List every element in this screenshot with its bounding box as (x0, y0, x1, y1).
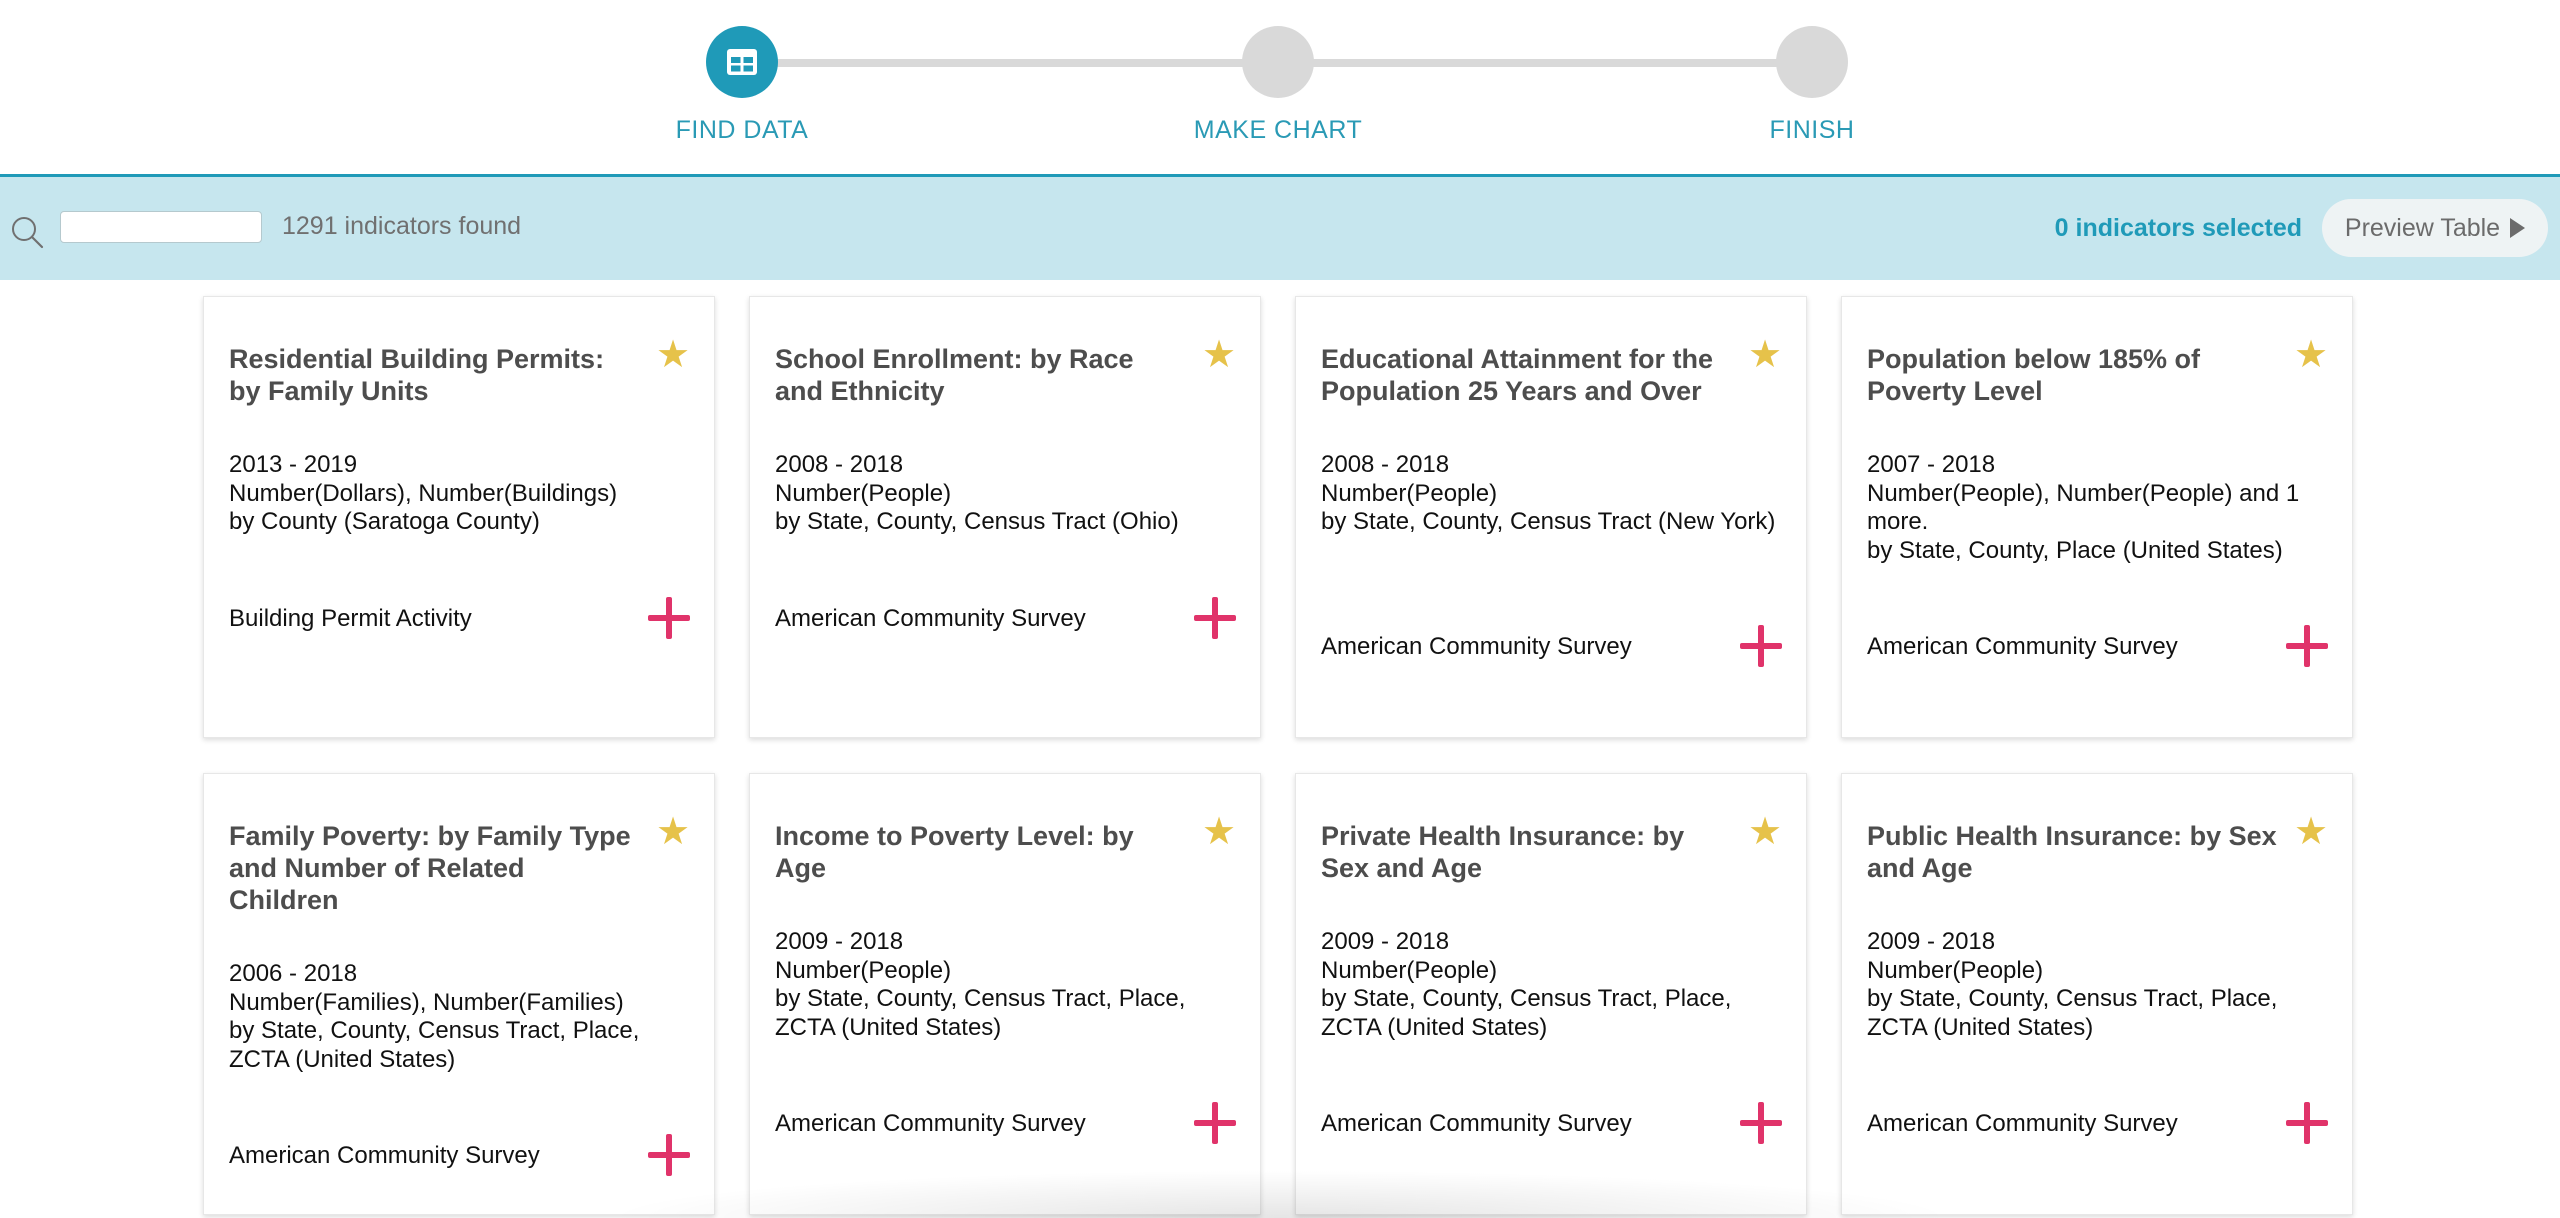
card-title: Family Poverty: by Family Type and Numbe… (229, 821, 631, 915)
indicator-card[interactable]: School Enrollment: by Race and Ethnicity… (749, 296, 1261, 738)
card-source: American Community Survey (775, 1110, 1086, 1137)
step-circle-make-chart (1242, 26, 1314, 98)
step-circle-finish (1776, 26, 1848, 98)
card-years: 2008 - 2018 (1321, 451, 1450, 478)
add-icon[interactable] (2286, 625, 2328, 667)
step-finish[interactable]: FINISH (1682, 26, 1942, 145)
search-input[interactable] (60, 211, 262, 243)
add-icon[interactable] (1194, 597, 1236, 639)
card-units: Number(People) (775, 479, 952, 507)
card-meta: 2009 - 2018 Number(People) by State, Cou… (1867, 928, 2337, 1042)
indicator-count: 1291 indicators found (282, 212, 522, 240)
card-source: American Community Survey (1867, 633, 2178, 660)
card-units: Number(People) (1321, 956, 1498, 984)
card-units: Number(Dollars), Number(Buildings) (229, 479, 618, 507)
step-find-data[interactable]: FIND DATA (612, 26, 872, 145)
card-geography: by State, County, Census Tract, Place, Z… (1321, 985, 1732, 1041)
add-icon[interactable] (1194, 1102, 1236, 1144)
play-icon (2510, 218, 2526, 238)
star-icon[interactable]: ★ (656, 334, 691, 376)
search-icon[interactable] (10, 215, 44, 249)
card-title: Income to Poverty Level: by Age (775, 821, 1134, 883)
card-years: 2009 - 2018 (1321, 928, 1450, 955)
progress-stepper: FIND DATA MAKE CHART FINISH (0, 0, 2560, 174)
card-years: 2013 - 2019 (229, 451, 358, 478)
star-icon[interactable]: ★ (2294, 334, 2329, 376)
card-source: American Community Survey (1321, 1110, 1632, 1137)
selected-count: 0 indicators selected (2054, 214, 2302, 242)
card-units: Number(Families), Number(Families) (229, 988, 624, 1016)
card-source: American Community Survey (775, 605, 1086, 632)
search-toolbar: 1291 indicators found 0 indicators selec… (0, 177, 2560, 280)
card-meta: 2009 - 2018 Number(People) by State, Cou… (775, 928, 1245, 1042)
card-meta: 2009 - 2018 Number(People) by State, Cou… (1321, 928, 1791, 1042)
card-years: 2008 - 2018 (775, 451, 904, 478)
indicator-card[interactable]: Private Health Insurance: by Sex and Age… (1295, 773, 1807, 1215)
card-meta: 2008 - 2018 Number(People) by State, Cou… (775, 451, 1245, 537)
card-title: Private Health Insurance: by Sex and Age (1321, 821, 1685, 883)
star-icon[interactable]: ★ (1748, 811, 1783, 853)
card-title: Population below 185% of Poverty Level (1867, 344, 2201, 406)
card-units: Number(People) (1321, 479, 1498, 507)
card-source: American Community Survey (1867, 1110, 2178, 1137)
table-icon (727, 49, 757, 75)
add-icon[interactable] (1740, 625, 1782, 667)
card-source: American Community Survey (1321, 633, 1632, 660)
preview-table-button[interactable]: Preview Table (2322, 199, 2548, 257)
indicator-card[interactable]: Residential Building Permits: by Family … (203, 296, 715, 738)
card-source: American Community Survey (229, 1142, 540, 1169)
card-meta: 2006 - 2018 Number(Families), Number(Fam… (229, 960, 699, 1074)
indicator-card[interactable]: Public Health Insurance: by Sex and Age … (1841, 773, 2353, 1215)
step-label-make-chart: MAKE CHART (1193, 116, 1363, 144)
add-icon[interactable] (2286, 1102, 2328, 1144)
card-geography: by State, County, Census Tract, Place, Z… (775, 985, 1186, 1041)
card-years: 2009 - 2018 (1867, 928, 1996, 955)
card-years: 2009 - 2018 (775, 928, 904, 955)
step-label-finish: FINISH (1769, 116, 1855, 144)
card-units: Number(People), Number(People) and 1 mor… (1867, 479, 2300, 536)
star-icon[interactable]: ★ (656, 811, 691, 853)
step-circle-find-data (706, 26, 778, 98)
indicator-grid: Residential Building Permits: by Family … (0, 280, 2560, 1218)
add-icon[interactable] (1740, 1102, 1782, 1144)
step-make-chart[interactable]: MAKE CHART (1148, 26, 1408, 145)
card-geography: by State, County, Census Tract, Place, Z… (229, 1017, 640, 1073)
card-title: School Enrollment: by Race and Ethnicity (775, 344, 1134, 406)
stepper-track-1 (742, 59, 1278, 67)
stepper-track-2 (1278, 59, 1812, 67)
preview-table-label: Preview Table (2344, 213, 2501, 242)
card-meta: 2013 - 2019 Number(Dollars), Number(Buil… (229, 451, 699, 537)
card-units: Number(People) (1867, 956, 2044, 984)
card-source: Building Permit Activity (229, 605, 472, 632)
star-icon[interactable]: ★ (2294, 811, 2329, 853)
card-years: 2007 - 2018 (1867, 451, 1996, 478)
add-icon[interactable] (648, 1134, 690, 1176)
card-geography: by State, County, Census Tract (New York… (1321, 508, 1776, 535)
star-icon[interactable]: ★ (1202, 334, 1237, 376)
card-geography: by State, County, Place (United States) (1867, 536, 2283, 564)
card-title: Educational Attainment for the Populatio… (1321, 344, 1714, 406)
card-geography: by State, County, Census Tract, Place, Z… (1867, 985, 2278, 1041)
indicator-card[interactable]: Educational Attainment for the Populatio… (1295, 296, 1807, 738)
card-units: Number(People) (775, 956, 952, 984)
card-years: 2006 - 2018 (229, 960, 358, 987)
card-title: Public Health Insurance: by Sex and Age (1867, 821, 2277, 883)
card-geography: by County (Saratoga County) (229, 508, 540, 535)
indicator-card[interactable]: Population below 185% of Poverty Level ★… (1841, 296, 2353, 738)
star-icon[interactable]: ★ (1748, 334, 1783, 376)
add-icon[interactable] (648, 597, 690, 639)
card-title: Residential Building Permits: by Family … (229, 344, 605, 406)
header-divider (0, 174, 2560, 177)
card-meta: 2007 - 2018 Number(People), Number(Peopl… (1867, 451, 2337, 565)
star-icon[interactable]: ★ (1202, 811, 1237, 853)
card-geography: by State, County, Census Tract (Ohio) (775, 508, 1179, 535)
card-meta: 2008 - 2018 Number(People) by State, Cou… (1321, 451, 1791, 537)
indicator-card[interactable]: Family Poverty: by Family Type and Numbe… (203, 773, 715, 1215)
step-label-find-data: FIND DATA (675, 116, 809, 144)
indicator-card[interactable]: Income to Poverty Level: by Age ★ 2009 -… (749, 773, 1261, 1215)
